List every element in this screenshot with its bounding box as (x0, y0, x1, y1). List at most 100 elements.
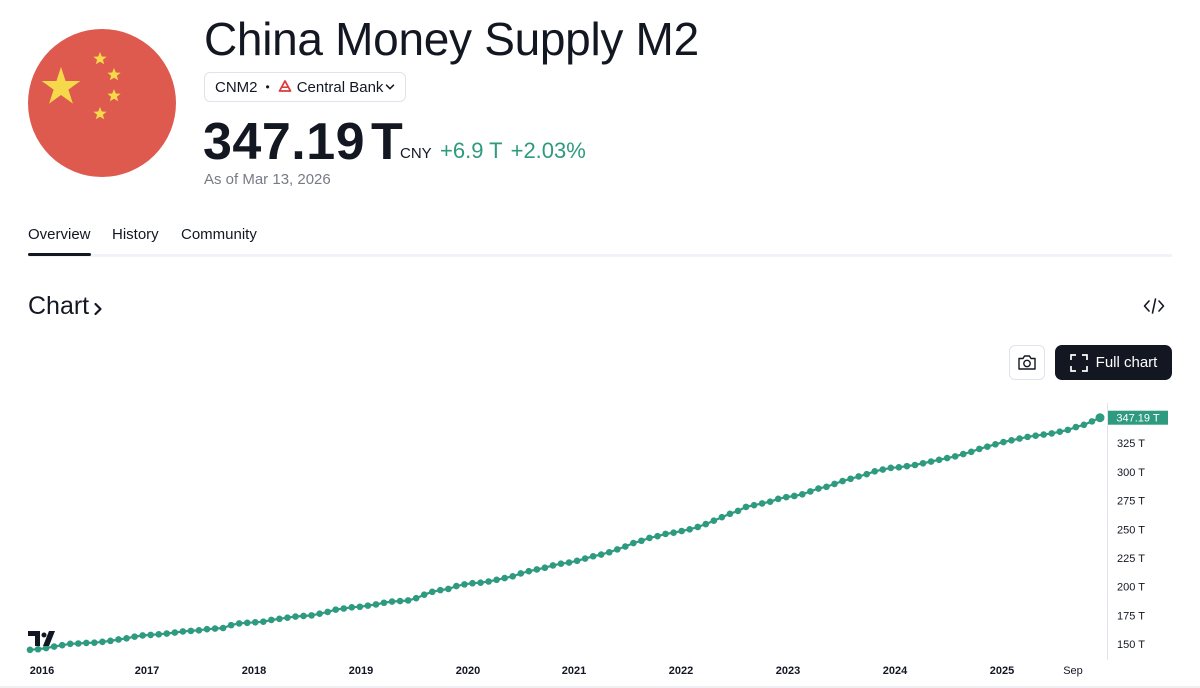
chevron-right-icon (94, 302, 102, 315)
data-point (284, 614, 291, 621)
data-point (42, 644, 50, 652)
screenshot-button[interactable] (1009, 345, 1045, 380)
data-point (485, 578, 492, 585)
data-point (453, 582, 460, 590)
data-point (364, 602, 372, 609)
data-point (1080, 421, 1088, 429)
data-point (300, 612, 307, 620)
data-point (179, 628, 187, 635)
data-point (847, 475, 854, 483)
data-point (260, 618, 267, 625)
data-point (871, 468, 879, 475)
data-point (58, 641, 66, 649)
data-point (155, 631, 163, 638)
data-point (195, 627, 203, 634)
data-point (734, 507, 742, 515)
data-point (976, 445, 983, 453)
source-label: Central Bank (296, 78, 384, 96)
data-point (541, 564, 549, 572)
data-point (1088, 418, 1096, 425)
camera-icon (1018, 355, 1036, 370)
source-dropdown[interactable]: CNM2 • Central Bank (204, 72, 406, 102)
data-point (437, 586, 444, 594)
data-point (509, 573, 517, 580)
central-bank-icon (278, 80, 292, 92)
data-point (340, 605, 348, 612)
tab-community[interactable]: Community (181, 226, 257, 243)
data-point (903, 462, 911, 470)
tab-bar: Overview History Community (28, 226, 1172, 257)
flag-large-star (41, 67, 81, 104)
tradingview-logo (28, 631, 55, 646)
data-point (396, 597, 404, 605)
embed-code-icon[interactable] (1142, 295, 1166, 317)
data-point (1064, 426, 1072, 434)
full-chart-button[interactable]: Full chart (1055, 345, 1172, 380)
data-point (622, 543, 629, 550)
data-point (533, 566, 541, 573)
data-point (718, 513, 726, 521)
y-tick-label: 275 T (1117, 496, 1145, 508)
data-point (638, 537, 645, 545)
data-point (774, 495, 782, 503)
full-chart-label: Full chart (1095, 354, 1158, 371)
x-tick-label: 2020 (456, 665, 480, 677)
data-point (823, 483, 830, 491)
data-point (404, 597, 412, 604)
data-point (66, 640, 74, 648)
data-point (187, 627, 195, 635)
chart-heading-link[interactable]: Chart (28, 292, 103, 321)
data-point (131, 633, 138, 640)
data-point (597, 551, 605, 558)
y-tick-label: 250 T (1117, 524, 1145, 536)
data-point (107, 637, 114, 645)
y-tick-label: 325 T (1117, 438, 1145, 450)
data-point (750, 501, 758, 509)
data-point (445, 585, 452, 593)
x-tick-label: 2021 (562, 665, 586, 677)
data-point (919, 459, 927, 467)
china-flag-icon (28, 29, 176, 177)
data-point (115, 636, 122, 643)
data-point (959, 450, 967, 458)
x-tick-label: 2017 (135, 665, 159, 677)
data-point (758, 500, 766, 507)
data-point (967, 448, 975, 456)
data-point (839, 477, 846, 485)
data-point (412, 594, 420, 602)
flag-small-star (93, 107, 107, 120)
y-tick-label: 300 T (1117, 467, 1145, 479)
data-point (678, 527, 685, 535)
data-point (332, 606, 340, 613)
x-tick-label: 2022 (669, 665, 693, 677)
tab-overview[interactable]: Overview (28, 226, 91, 256)
data-point (855, 473, 862, 480)
data-point (726, 510, 734, 518)
data-point (831, 480, 838, 488)
data-point (1095, 413, 1105, 423)
data-point (203, 625, 211, 633)
data-point (380, 599, 388, 607)
data-point (807, 488, 814, 495)
m2-line-chart[interactable]: 150 T 175 T 200 T 225 T 250 T 275 T 300 T 325 T… (0, 395, 1200, 685)
flag-small-star (93, 52, 107, 65)
chart-heading-label: Chart (28, 292, 90, 320)
page-title: China Money Supply M2 (204, 13, 699, 65)
x-tick-label: 2023 (776, 665, 800, 677)
tab-history[interactable]: History (112, 226, 159, 243)
data-point (50, 643, 58, 650)
data-point (1032, 432, 1039, 440)
data-point (557, 560, 565, 568)
y-tick-label: 225 T (1117, 553, 1145, 565)
data-point (525, 567, 533, 575)
data-point (742, 503, 750, 511)
last-value-label: 347.19 T (1116, 413, 1160, 425)
data-point (477, 579, 484, 586)
data-point (308, 612, 315, 619)
data-point (420, 591, 428, 599)
data-point (565, 559, 573, 566)
data-point (662, 530, 669, 538)
data-point (589, 552, 597, 560)
data-point (549, 562, 557, 569)
data-point (139, 632, 146, 639)
